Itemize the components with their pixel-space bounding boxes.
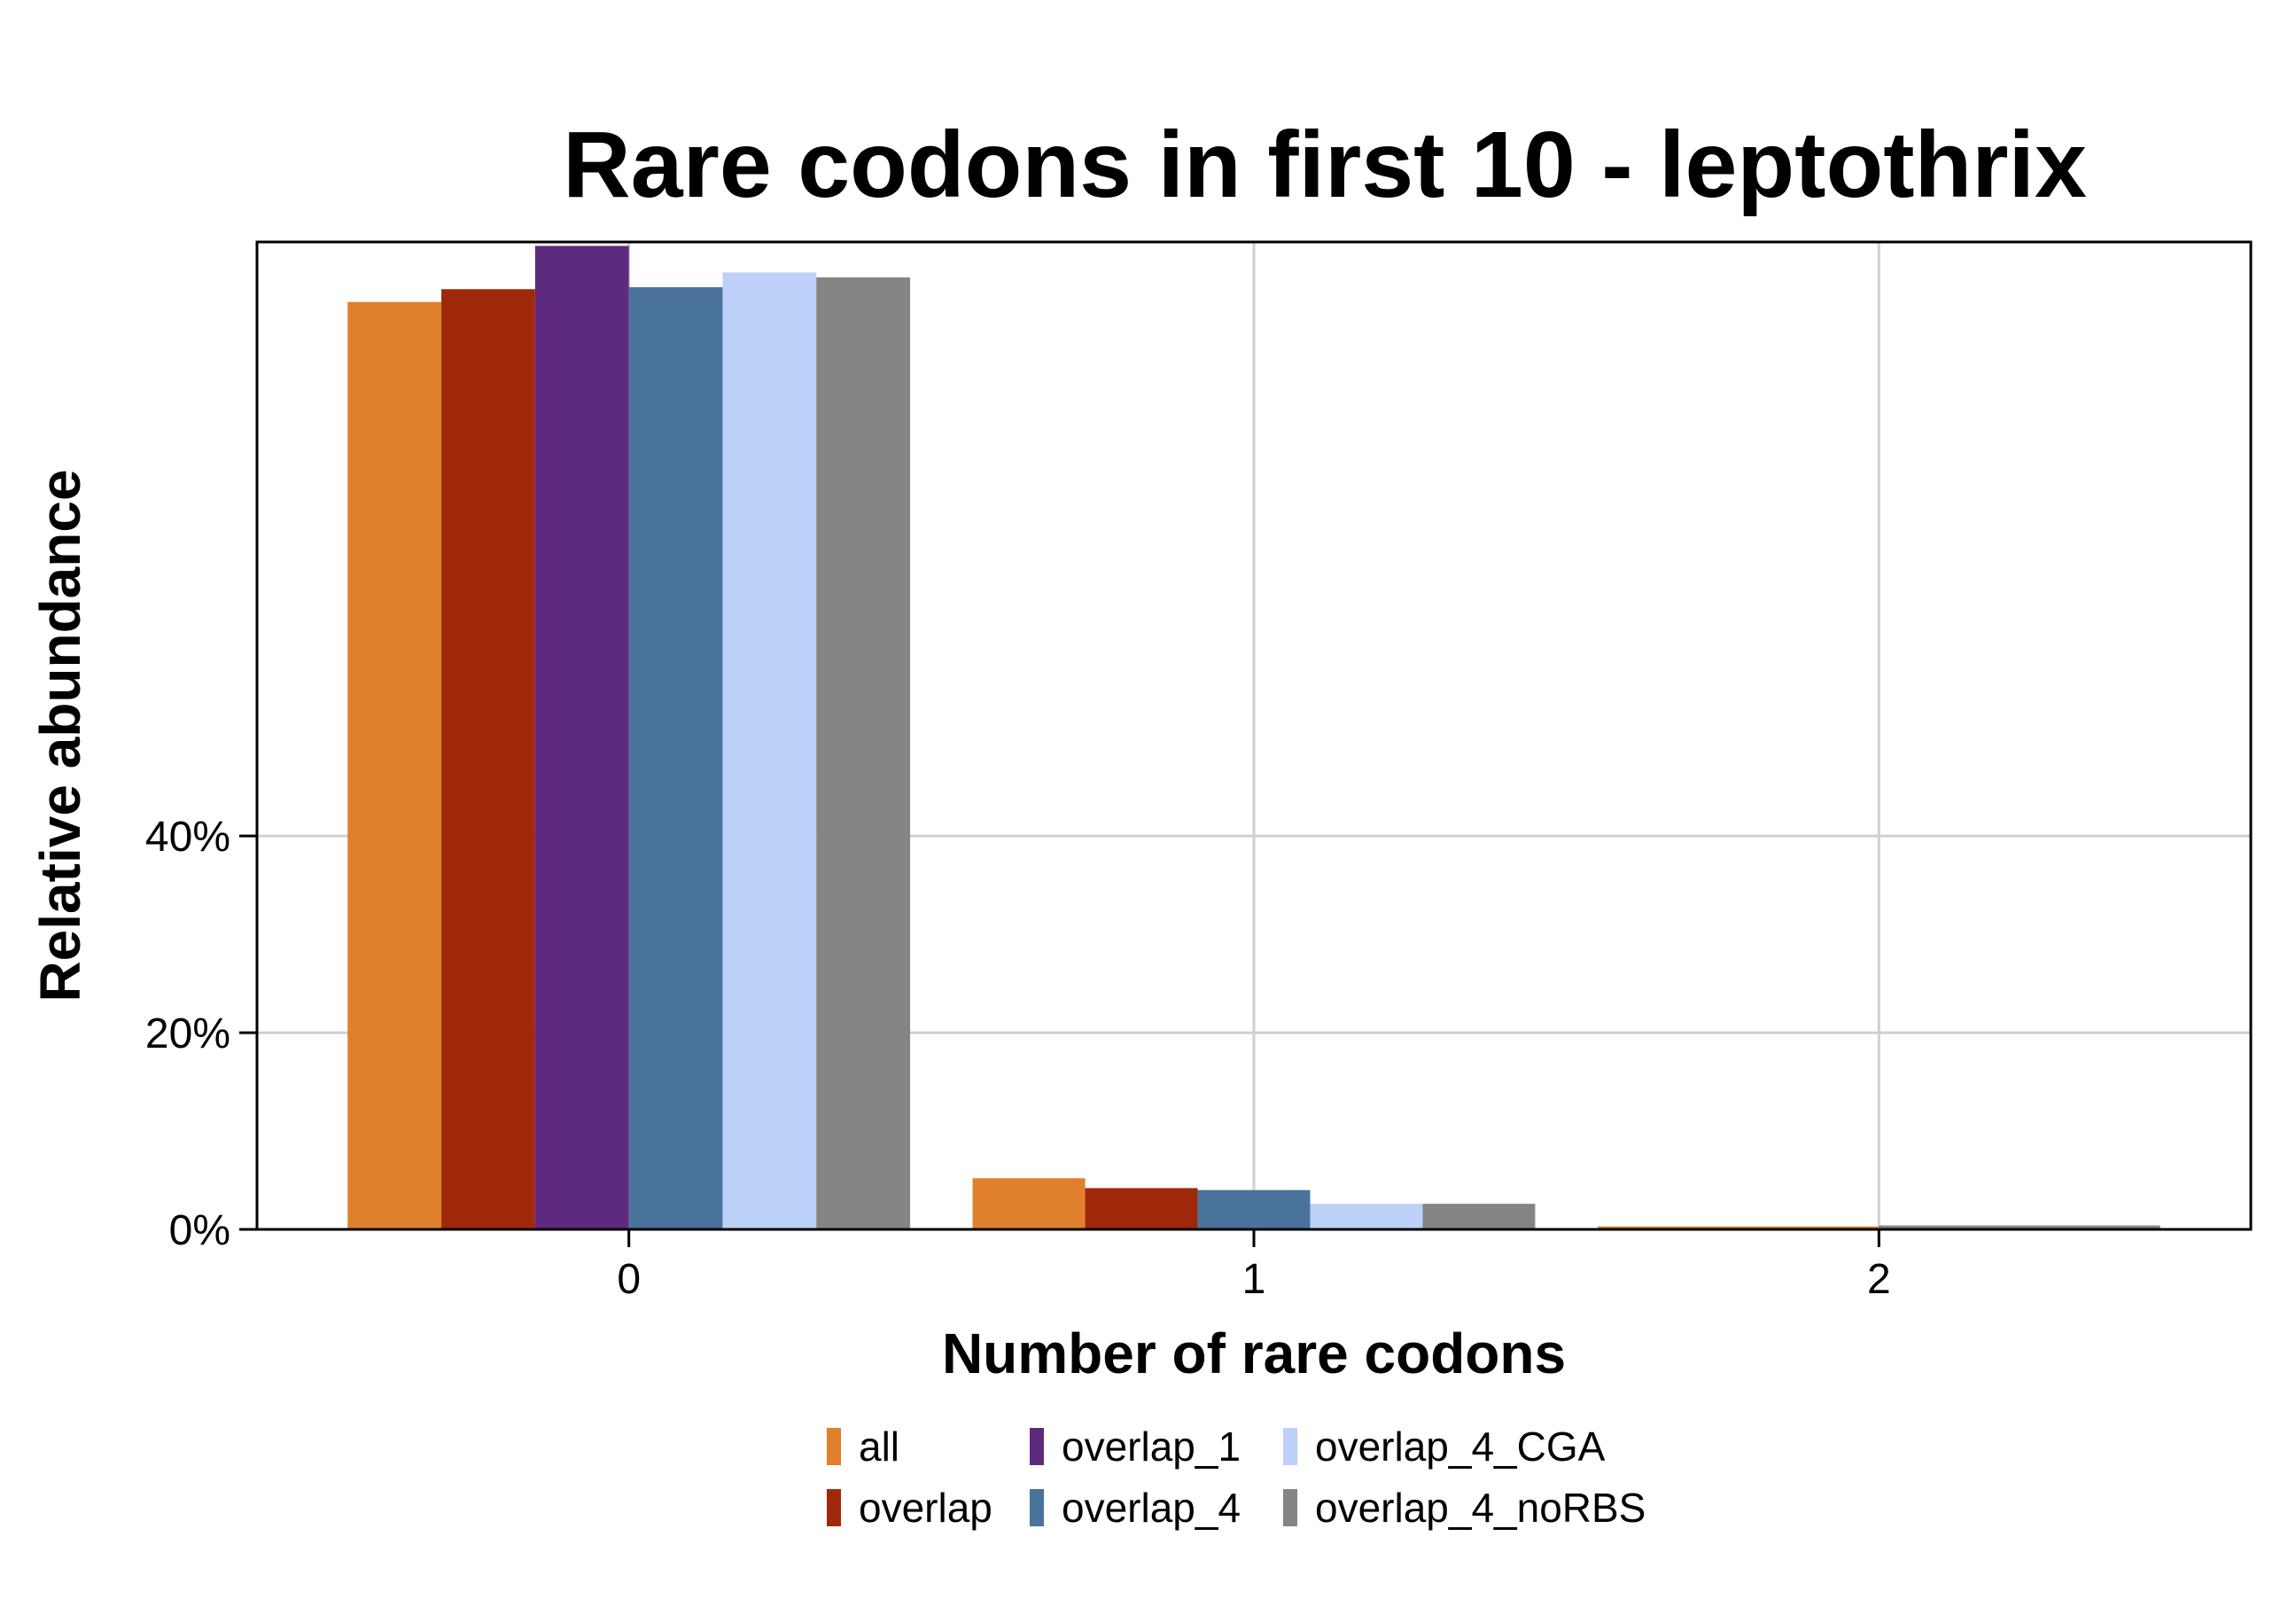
legend-label-all: all [859,1424,899,1470]
bar-overlap_4_noRBS-0 [816,277,911,1229]
legend-swatch-overlap_1 [1030,1428,1044,1465]
legend-label-overlap_1: overlap_1 [1062,1424,1241,1470]
x-tick-label: 0 [617,1256,641,1303]
chart-title: Rare codons in first 10 - leptothrix [563,113,2087,217]
legend-label-overlap: overlap [859,1485,992,1531]
bar-overlap_4_noRBS-2 [1879,1225,2160,1229]
legend-swatch-overlap [827,1489,841,1526]
bars [347,246,2160,1230]
x-tick-label: 2 [1867,1256,1891,1303]
bar-overlap-1 [1085,1188,1198,1229]
x-axis-title: Number of rare codons [942,1322,1566,1385]
bar-all-1 [972,1178,1086,1229]
legend-swatch-all [827,1428,841,1465]
legend: all overlap overlap_1 overlap_4 overlap_4_CG… [827,1424,1646,1531]
bar-overlap_4_CGA-1 [1310,1204,1423,1229]
legend-swatch-overlap_4_noRBS [1283,1489,1297,1526]
y-axis-ticks: 0% 20% 40% [145,814,257,1254]
legend-swatch-overlap_4_CGA [1283,1428,1297,1465]
bar-overlap_4-1 [1197,1190,1311,1229]
bar-all-2 [1597,1226,1880,1229]
bar-overlap_4_CGA-0 [722,272,817,1229]
y-tick-label: 20% [145,1010,230,1057]
bar-overlap_1-0 [534,246,629,1229]
bar-overlap_4_noRBS-1 [1422,1204,1536,1229]
legend-swatch-overlap_4 [1030,1489,1044,1526]
x-tick-label: 1 [1242,1256,1266,1303]
legend-label-overlap_4_noRBS: overlap_4_noRBS [1315,1485,1646,1531]
bar-overlap_4-0 [628,287,723,1230]
bar-overlap-0 [441,289,535,1229]
x-axis-ticks: 0 1 2 [617,1229,1891,1303]
legend-label-overlap_4_CGA: overlap_4_CGA [1315,1424,1606,1470]
bar-all-0 [347,301,442,1230]
legend-label-overlap_4: overlap_4 [1062,1485,1241,1531]
y-tick-label: 0% [169,1207,230,1254]
y-axis-title: Relative abundance [28,469,92,1002]
y-tick-label: 40% [145,814,230,861]
